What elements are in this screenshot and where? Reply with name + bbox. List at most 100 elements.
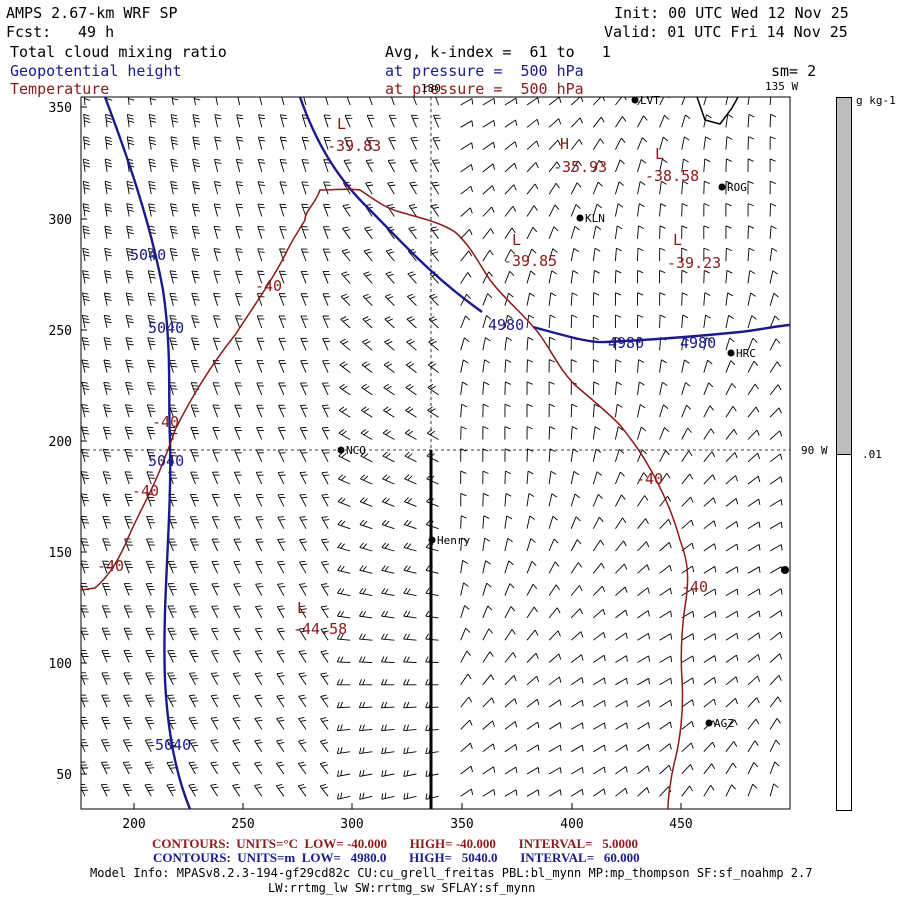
wind-barb: [81, 471, 90, 485]
wind-barb: [320, 627, 329, 641]
wind-barb: [614, 314, 622, 329]
wind-barb: [82, 247, 90, 262]
wind-barb: [637, 655, 650, 663]
wind-barb: [659, 472, 671, 485]
wind-barb: [482, 789, 496, 797]
height-label: 4980: [680, 334, 716, 352]
wind-barb: [255, 605, 264, 619]
wind-barb: [592, 359, 600, 373]
wind-barb: [681, 404, 692, 418]
wind-barb: [482, 605, 493, 619]
wind-barb: [659, 610, 673, 619]
wind-barb: [413, 97, 417, 106]
wind-barb: [570, 677, 584, 686]
wind-barb: [526, 381, 533, 395]
wind-barb: [146, 516, 155, 529]
wind-barb: [362, 338, 373, 351]
wind-barb: [144, 761, 155, 775]
wind-barb: [703, 180, 710, 195]
wind-barb: [769, 338, 781, 351]
wind-barb: [167, 672, 177, 686]
wind-barb: [383, 406, 395, 418]
wind-barb: [300, 293, 309, 306]
wind-barb: [659, 721, 672, 730]
wind-barb: [769, 588, 783, 596]
wind-barb: [320, 694, 329, 708]
wind-barb: [526, 183, 539, 195]
wind-barb: [81, 739, 89, 752]
wind-barb: [725, 566, 739, 574]
wind-barb: [300, 382, 308, 396]
wind-barb: [191, 337, 200, 351]
wind-barb: [300, 337, 309, 351]
wind-barb: [336, 769, 351, 777]
wind-barb: [346, 97, 351, 106]
wind-barb: [681, 136, 690, 150]
wind-barb: [254, 627, 263, 641]
wind-barb: [747, 697, 760, 708]
wind-barb: [390, 97, 395, 106]
wind-barb: [769, 292, 779, 306]
wind-barb: [460, 426, 467, 440]
wind-barb: [210, 716, 219, 730]
wind-barb: [659, 764, 672, 775]
wind-barb: [637, 381, 645, 395]
wind-barb: [381, 724, 395, 732]
wind-barb: [548, 248, 558, 262]
wind-barb: [526, 493, 535, 507]
wind-barb: [368, 97, 373, 106]
wind-barb: [325, 97, 329, 106]
y-tick-label: 250: [49, 324, 72, 339]
wind-barb: [82, 270, 90, 284]
wind-barb: [526, 448, 534, 462]
wind-barb: [747, 452, 761, 463]
wind-barb: [342, 226, 351, 240]
wind-barb: [81, 337, 90, 351]
wind-barb: [320, 605, 329, 619]
wind-barb: [81, 314, 90, 329]
wind-barb: [381, 792, 395, 800]
wind-barb: [504, 744, 518, 753]
wind-barb: [504, 606, 516, 619]
wind-barb: [504, 97, 518, 106]
station-label: NCO: [346, 444, 366, 457]
wind-barb: [725, 452, 738, 463]
wind-barb: [381, 542, 395, 552]
wind-barb: [747, 675, 761, 686]
wind-barb: [361, 383, 373, 396]
wind-barb: [189, 650, 199, 663]
avg-k-index: Avg, k-index = 61 to 1: [385, 43, 611, 61]
wind-barb: [681, 158, 689, 172]
wind-barb: [189, 538, 199, 552]
extremum-value: -35.93: [553, 158, 607, 176]
wind-barb: [188, 783, 199, 797]
wind-barb: [482, 98, 496, 106]
wind-barb: [614, 292, 622, 306]
wind-barb: [322, 360, 330, 373]
wind-barb: [504, 766, 518, 775]
wind-barb: [257, 270, 265, 284]
wind-barb: [237, 97, 241, 106]
wind-barb: [256, 382, 265, 396]
wind-barb: [614, 203, 624, 217]
wind-barb: [167, 560, 177, 574]
wind-barb: [321, 493, 330, 507]
wind-barb: [592, 270, 600, 284]
station-dot: [428, 536, 436, 544]
wind-barb: [405, 361, 417, 373]
wind-barb: [460, 765, 473, 775]
wind-barb: [703, 337, 712, 351]
wind-barb: [358, 724, 373, 732]
wind-barb: [637, 449, 647, 462]
wind-barb: [301, 181, 309, 195]
wind-barb: [482, 381, 490, 395]
wind-barb: [359, 519, 373, 530]
x-tick-label: 300: [340, 817, 363, 832]
wind-barb: [258, 114, 266, 128]
wind-barb: [703, 763, 716, 775]
wind-barb: [81, 426, 90, 440]
wind-barb: [703, 158, 711, 172]
temperature-label: -40: [681, 578, 708, 596]
wind-barb: [100, 783, 111, 797]
wind-barb: [211, 493, 220, 507]
